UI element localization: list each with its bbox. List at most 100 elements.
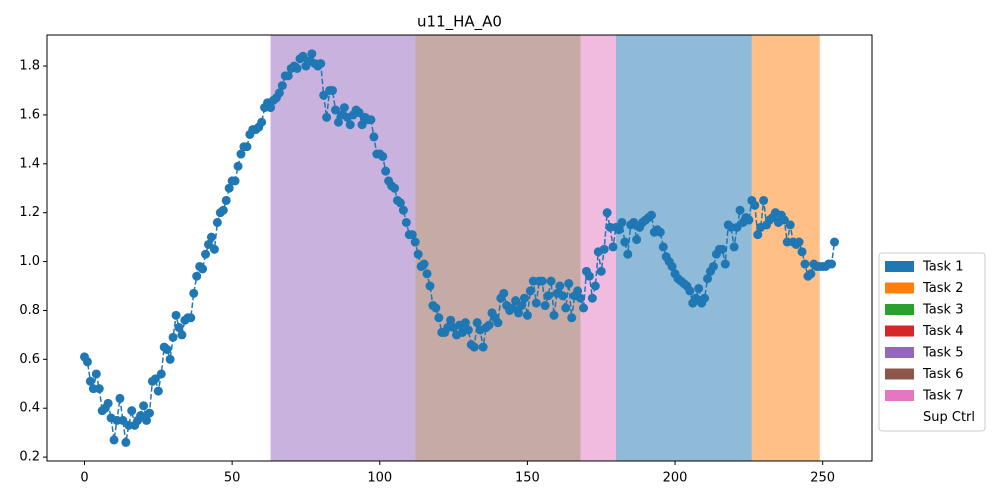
x-tick-label: 0 — [80, 471, 88, 486]
legend-swatch — [885, 304, 914, 315]
data-point — [168, 332, 178, 342]
data-point — [366, 115, 376, 125]
task-span — [615, 35, 752, 461]
data-point — [546, 276, 556, 286]
y-tick-label: 0.6 — [19, 352, 40, 367]
data-point — [274, 88, 284, 98]
data-point — [121, 437, 131, 447]
data-point — [242, 142, 252, 152]
data-point — [827, 259, 837, 269]
data-point — [144, 408, 154, 418]
data-point — [410, 237, 420, 247]
data-point — [218, 205, 228, 215]
legend-label: Task 7 — [922, 389, 963, 404]
data-point — [806, 269, 816, 279]
data-point — [345, 120, 355, 130]
data-point — [750, 200, 760, 210]
legend-box — [878, 252, 986, 432]
legend-label: Task 1 — [922, 260, 963, 275]
data-point — [703, 274, 713, 284]
data-point — [587, 293, 597, 303]
data-point — [469, 342, 479, 352]
data-point — [543, 291, 553, 301]
data-point — [425, 281, 435, 291]
data-point — [555, 281, 565, 291]
data-point — [189, 288, 199, 298]
legend-label: Task 5 — [922, 346, 963, 361]
task-span — [415, 35, 581, 461]
data-point — [127, 406, 137, 416]
data-point — [446, 315, 456, 325]
data-point — [558, 291, 568, 301]
data-point — [561, 303, 571, 313]
data-point — [150, 374, 160, 384]
legend-label: Sup Ctrl — [923, 410, 975, 425]
data-point — [617, 217, 627, 227]
data-point — [398, 205, 408, 215]
data-point — [460, 318, 470, 328]
data-point — [800, 259, 810, 269]
data-point — [233, 161, 243, 171]
legend-label: Task 4 — [922, 324, 963, 339]
y-tick-label: 1.8 — [19, 59, 40, 74]
y-tick-label: 1.2 — [19, 205, 40, 220]
data-point — [531, 298, 541, 308]
data-point — [91, 369, 101, 379]
legend-swatch — [885, 261, 914, 272]
x-tick-label: 250 — [810, 471, 835, 486]
x-tick-label: 200 — [663, 471, 688, 486]
y-tick-label: 0.4 — [19, 401, 40, 416]
y-tick-label: 1.6 — [19, 107, 40, 122]
data-point — [508, 303, 518, 313]
data-point — [525, 286, 535, 296]
data-point — [537, 276, 547, 286]
data-point — [395, 198, 405, 208]
legend-swatch — [885, 368, 914, 380]
data-point — [632, 235, 642, 245]
data-point — [700, 293, 710, 303]
legend-label: Task 2 — [922, 281, 963, 296]
data-point — [401, 217, 411, 227]
data-point — [206, 232, 216, 242]
data-point — [369, 132, 379, 142]
legend-label: Task 6 — [922, 367, 963, 382]
axes-frame — [46, 34, 873, 462]
data-point — [307, 49, 317, 59]
data-point — [567, 313, 577, 323]
data-point — [177, 330, 187, 340]
data-point — [797, 247, 807, 257]
data-point — [204, 239, 214, 249]
data-point — [316, 59, 326, 69]
data-point — [478, 342, 488, 352]
legend-swatch — [885, 347, 914, 358]
task-span — [751, 35, 820, 461]
data-point — [186, 313, 196, 323]
data-point — [174, 323, 184, 333]
data-point — [328, 85, 338, 95]
data-point — [744, 215, 754, 225]
data-point — [596, 266, 606, 276]
data-point — [103, 398, 113, 408]
data-point — [230, 176, 240, 186]
data-point — [224, 183, 234, 193]
data-point — [646, 210, 656, 220]
data-point — [517, 301, 527, 311]
data-point — [434, 313, 444, 323]
data-point — [378, 151, 388, 161]
data-point — [620, 237, 630, 247]
data-point — [283, 71, 293, 81]
data-point — [691, 293, 701, 303]
data-point — [794, 237, 804, 247]
data-point — [94, 384, 104, 394]
x-tick-label: 150 — [515, 471, 540, 486]
data-point — [519, 293, 529, 303]
data-point — [139, 401, 149, 411]
data-point — [732, 222, 742, 232]
data-point — [221, 195, 231, 205]
chart-title: u11_HA_A0 — [417, 13, 502, 32]
data-point — [212, 217, 222, 227]
data-point — [779, 215, 789, 225]
data-point — [136, 411, 146, 421]
y-tick-label: 0.8 — [19, 303, 40, 318]
